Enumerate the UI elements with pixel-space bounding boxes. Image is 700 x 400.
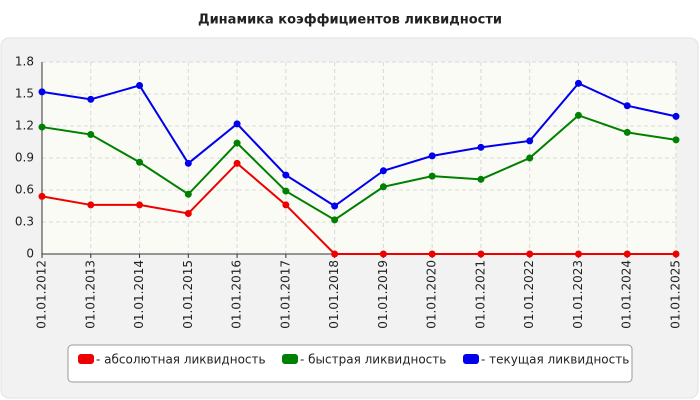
legend-label: - текущая ликвидность: [481, 353, 629, 367]
data-point: [38, 88, 46, 96]
x-tick-label: 01.01.2018: [327, 260, 341, 329]
data-point: [331, 202, 339, 210]
data-point: [233, 139, 241, 147]
data-point: [574, 79, 582, 87]
series-line: [41, 161, 676, 255]
data-point: [672, 136, 680, 144]
data-point: [574, 111, 582, 119]
x-tick-label: 01.01.2016: [230, 260, 244, 329]
data-point: [136, 201, 144, 209]
x-tick-label: 01.01.2019: [376, 260, 390, 329]
x-tick-label: 01.01.2025: [669, 260, 683, 329]
data-point: [233, 120, 241, 128]
data-point: [623, 128, 631, 136]
data-point: [282, 201, 290, 209]
data-point: [428, 152, 436, 160]
data-point: [184, 209, 192, 217]
legend-swatch: [78, 354, 94, 364]
data-point: [136, 158, 144, 166]
data-point: [136, 81, 144, 89]
data-point: [672, 250, 680, 258]
data-point: [331, 216, 339, 224]
y-tick-label: 1.5: [15, 87, 34, 101]
y-tick-label: 0: [26, 247, 34, 261]
series-line: [41, 114, 677, 222]
data-point: [87, 131, 95, 139]
data-point: [526, 250, 534, 258]
data-point: [623, 102, 631, 110]
y-tick-label: 1.2: [15, 119, 34, 133]
x-tick-label: 01.01.2017: [278, 260, 292, 329]
data-point: [477, 250, 485, 258]
data-point: [38, 192, 46, 200]
x-tick-label: 01.01.2022: [522, 260, 536, 329]
legend: [67, 344, 633, 383]
legend-swatch: [463, 354, 479, 364]
series-line: [41, 82, 677, 208]
data-point: [672, 112, 680, 120]
data-point: [184, 159, 192, 167]
x-tick-label: 01.01.2015: [181, 260, 195, 329]
data-point: [428, 250, 436, 258]
data-point: [379, 167, 387, 175]
data-point: [477, 143, 485, 151]
data-point: [623, 250, 631, 258]
y-tick-label: 0.6: [15, 183, 34, 197]
x-tick-label: 01.01.2013: [83, 260, 97, 329]
legend-label: - быстрая ликвидность: [300, 353, 446, 367]
data-point: [233, 159, 241, 167]
legend-swatch: [282, 354, 298, 364]
data-point: [282, 187, 290, 195]
data-point: [526, 154, 534, 162]
chart-title: Динамика коэффициентов ликвидности: [198, 13, 502, 28]
data-point: [331, 250, 339, 258]
data-point: [38, 123, 46, 131]
data-point: [87, 95, 95, 103]
data-point: [282, 171, 290, 179]
data-point: [526, 137, 534, 145]
x-tick-label: 01.01.2023: [571, 260, 585, 329]
data-point: [184, 190, 192, 198]
x-tick-label: 01.01.2024: [620, 260, 634, 329]
legend-label: - абсолютная ликвидность: [96, 353, 266, 367]
y-tick-label: 1.8: [15, 55, 34, 69]
data-point: [87, 201, 95, 209]
data-point: [428, 172, 436, 180]
y-tick-label: 0.3: [15, 215, 34, 229]
y-tick-label: 0.9: [15, 151, 34, 165]
x-tick-label: 01.01.2014: [132, 260, 146, 329]
data-point: [574, 250, 582, 258]
data-point: [477, 175, 485, 183]
x-tick-label: 01.01.2012: [35, 260, 49, 329]
x-tick-label: 01.01.2020: [425, 260, 439, 329]
x-tick-label: 01.01.2021: [473, 260, 487, 329]
data-point: [379, 250, 387, 258]
data-point: [379, 183, 387, 191]
